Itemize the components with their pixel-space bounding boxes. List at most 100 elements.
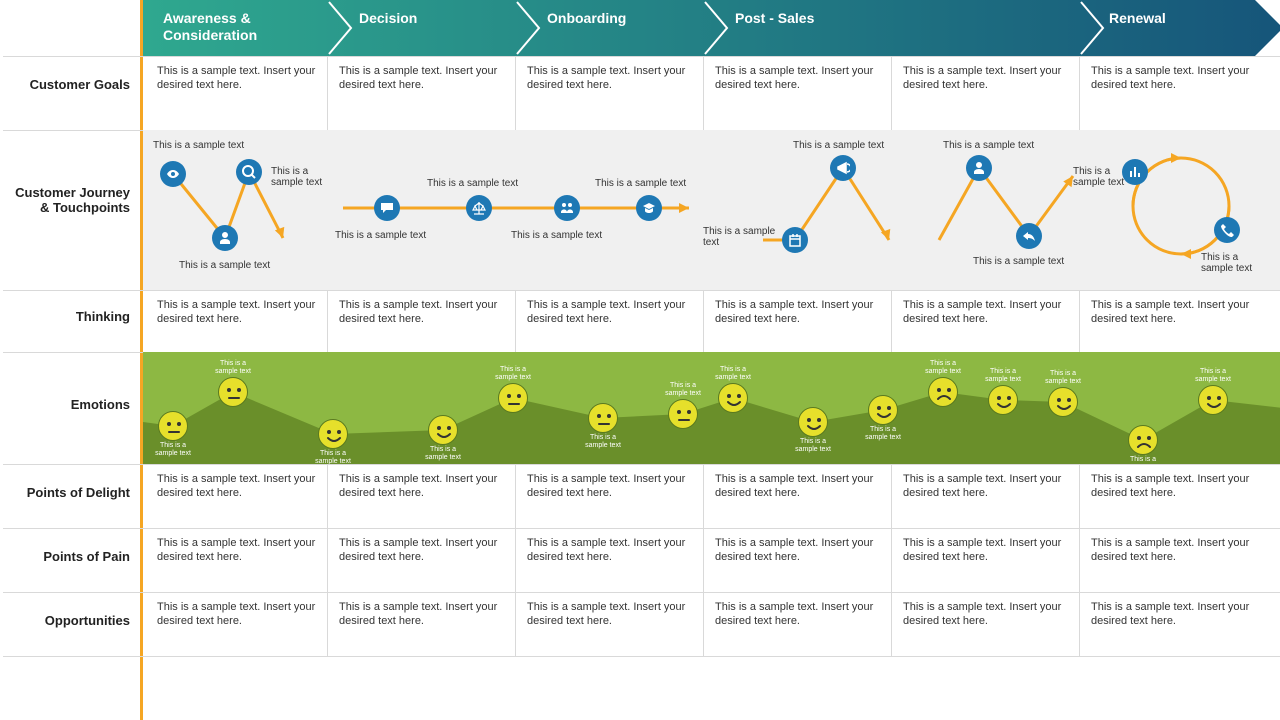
touchpoint-calendar-icon	[782, 227, 808, 253]
cell-goals-0: This is a sample text. Insert your desir…	[157, 64, 329, 93]
emotion-label: This is a sample text	[488, 366, 538, 381]
row-delight: This is a sample text. Insert your desir…	[143, 464, 1280, 528]
touchpoint-label: This is a sample text	[943, 140, 1073, 151]
cell-opportunities-0: This is a sample text. Insert your desir…	[157, 600, 329, 629]
emotion-face-happy	[988, 385, 1018, 415]
touchpoint-group-icon	[554, 195, 580, 221]
emotion-label: This is a sample text	[1188, 368, 1238, 383]
emotion-face-sad	[1128, 425, 1158, 455]
emotion-label: This is a sample text	[658, 382, 708, 397]
stage-chevron-2	[703, 0, 731, 56]
emotion-label: This is a sample text	[918, 360, 968, 375]
cell-pain-0: This is a sample text. Insert your desir…	[157, 536, 329, 565]
emotion-label: This is a sample text	[578, 434, 628, 449]
emotion-face-neutral	[158, 411, 188, 441]
row-opportunities: This is a sample text. Insert your desir…	[143, 592, 1280, 656]
emotion-label: This is a sample text	[148, 442, 198, 457]
emotion-label: This is a sample text	[788, 438, 838, 453]
row-label-delight: Points of Delight	[10, 486, 130, 501]
journey-lines	[143, 130, 1280, 290]
row-label-emotions: Emotions	[10, 398, 130, 413]
cell-pain-4: This is a sample text. Insert your desir…	[903, 536, 1075, 565]
touchpoint-search-icon	[236, 159, 262, 185]
touchpoint-label: This is a sample text	[153, 140, 283, 151]
touchpoint-user-icon	[966, 155, 992, 181]
cell-thinking-1: This is a sample text. Insert your desir…	[339, 298, 511, 327]
emotion-label: This is a sample text	[858, 426, 908, 441]
hline	[3, 656, 1280, 657]
cell-pain-1: This is a sample text. Insert your desir…	[339, 536, 511, 565]
stage-chevron-1	[515, 0, 543, 56]
emotion-face-neutral	[498, 383, 528, 413]
cell-goals-4: This is a sample text. Insert your desir…	[903, 64, 1075, 93]
stage-label-0: Awareness & Consideration	[163, 10, 313, 44]
emotion-label: This is a sample text	[208, 360, 258, 375]
cell-thinking-2: This is a sample text. Insert your desir…	[527, 298, 699, 327]
emotion-face-neutral	[218, 377, 248, 407]
cell-opportunities-1: This is a sample text. Insert your desir…	[339, 600, 511, 629]
touchpoint-label: This is a sample text	[595, 178, 725, 189]
touchpoint-grad-icon	[636, 195, 662, 221]
emotion-label: This is a sample text	[1038, 370, 1088, 385]
stage-label-1: Decision	[359, 10, 499, 27]
stage-chevron-0	[327, 0, 355, 56]
touchpoint-label: This is a sample text	[1201, 252, 1261, 274]
touchpoint-reply-icon	[1016, 223, 1042, 249]
emotion-face-happy	[428, 415, 458, 445]
emotion-face-neutral	[668, 399, 698, 429]
cell-opportunities-4: This is a sample text. Insert your desir…	[903, 600, 1075, 629]
cell-delight-0: This is a sample text. Insert your desir…	[157, 472, 329, 501]
touchpoint-label: This is a sample text	[703, 226, 781, 248]
row-label-journey: Customer Journey & Touchpoints	[10, 186, 130, 216]
row-label-opportunities: Opportunities	[10, 614, 130, 629]
touchpoint-eye-icon	[160, 161, 186, 187]
touchpoint-label: This is a sample text	[427, 178, 557, 189]
cell-goals-1: This is a sample text. Insert your desir…	[339, 64, 511, 93]
emotion-label: This is a sample text	[708, 366, 758, 381]
cell-opportunities-2: This is a sample text. Insert your desir…	[527, 600, 699, 629]
stage-label-2: Onboarding	[547, 10, 687, 27]
stage-label-4: Renewal	[1109, 10, 1249, 27]
cell-delight-5: This is a sample text. Insert your desir…	[1091, 472, 1263, 501]
row-label-pain: Points of Pain	[10, 550, 130, 565]
touchpoint-mega-icon	[830, 155, 856, 181]
touchpoint-chat-icon	[374, 195, 400, 221]
cell-delight-4: This is a sample text. Insert your desir…	[903, 472, 1075, 501]
touchpoint-label: This is a sample text	[335, 230, 465, 241]
cell-goals-3: This is a sample text. Insert your desir…	[715, 64, 887, 93]
emotion-label: This is a sample text	[308, 450, 358, 464]
cell-opportunities-3: This is a sample text. Insert your desir…	[715, 600, 887, 629]
emotion-face-happy	[798, 407, 828, 437]
emotions-band: This is a sample textThis is a sample te…	[143, 352, 1280, 464]
emotion-face-happy	[1198, 385, 1228, 415]
touchpoint-label: This is a sample text	[179, 260, 309, 271]
row-thinking: This is a sample text. Insert your desir…	[143, 290, 1280, 352]
touchpoint-phone-icon	[1214, 217, 1240, 243]
emotion-face-sad	[928, 377, 958, 407]
touchpoint-label: This is a sample text	[511, 230, 641, 241]
cell-delight-1: This is a sample text. Insert your desir…	[339, 472, 511, 501]
cell-thinking-5: This is a sample text. Insert your desir…	[1091, 298, 1263, 327]
row-pain: This is a sample text. Insert your desir…	[143, 528, 1280, 592]
touchpoint-scale-icon	[466, 195, 492, 221]
cell-goals-5: This is a sample text. Insert your desir…	[1091, 64, 1263, 93]
cell-opportunities-5: This is a sample text. Insert your desir…	[1091, 600, 1263, 629]
row-label-goals: Customer Goals	[10, 78, 130, 93]
stage-header: Awareness & Consideration Decision Onboard…	[143, 0, 1280, 56]
emotion-face-happy	[718, 383, 748, 413]
emotion-label: This is a sample text	[978, 368, 1028, 383]
cell-thinking-4: This is a sample text. Insert your desir…	[903, 298, 1075, 327]
cell-thinking-3: This is a sample text. Insert your desir…	[715, 298, 887, 327]
touchpoint-label: This is a sample text	[793, 140, 923, 151]
emotion-face-happy	[1048, 387, 1078, 417]
row-label-column: Customer Goals Customer Journey & Touchp…	[0, 0, 140, 720]
cell-pain-5: This is a sample text. Insert your desir…	[1091, 536, 1263, 565]
emotion-face-happy	[318, 419, 348, 449]
row-goals: This is a sample text. Insert your desir…	[143, 56, 1280, 130]
cell-delight-2: This is a sample text. Insert your desir…	[527, 472, 699, 501]
touchpoint-label: This is a sample text	[1073, 166, 1129, 188]
emotion-face-happy	[868, 395, 898, 425]
cell-goals-2: This is a sample text. Insert your desir…	[527, 64, 699, 93]
row-label-thinking: Thinking	[10, 310, 130, 325]
stage-chevron-3	[1079, 0, 1107, 56]
